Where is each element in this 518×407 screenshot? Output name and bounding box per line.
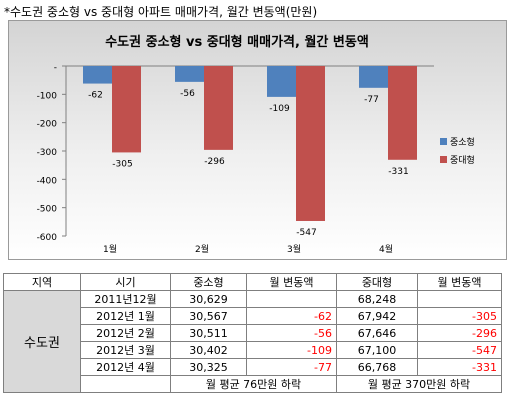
- legend-swatch: [440, 156, 447, 163]
- y-tick-label: -500: [37, 205, 58, 215]
- period-cell: 2012년 2월: [80, 324, 171, 342]
- small-price-cell: 30,325: [170, 358, 247, 376]
- legend-label: 중대형: [450, 155, 475, 166]
- x-tick-label: 1월: [103, 243, 117, 255]
- table-header-row: 지역 시기 중소형 월 변동액 중대형 월 변동액: [3, 273, 502, 291]
- large-change-cell: -296: [417, 324, 502, 342]
- large-price-cell: 66,768: [336, 358, 418, 376]
- data-label-large: -296: [204, 157, 225, 167]
- period-cell: 2012년 1월: [80, 307, 171, 325]
- table-row: 2012년 4월 30,325 -77 66,768 -331: [4, 358, 502, 376]
- bar-chart: 수도권 중소형 vs 중대형 매매가격, 월간 변동액 - -100 -200 -300…: [9, 21, 506, 259]
- legend-swatch: [440, 138, 447, 145]
- data-label-small: -109: [269, 104, 290, 114]
- bar-small: [175, 66, 204, 82]
- x-tick-label: 3월: [287, 243, 301, 255]
- period-cell: 2012년 3월: [80, 341, 171, 359]
- table-row: 2012년 3월 30,402 -109 67,100 -547: [4, 341, 502, 359]
- large-change-cell: -331: [417, 358, 502, 376]
- large-change-cell: -547: [417, 341, 502, 359]
- summary-spacer: [80, 375, 171, 393]
- small-change-cell: [246, 290, 337, 308]
- bar-small: [267, 66, 296, 97]
- period-cell: 2012년 4월: [80, 358, 171, 376]
- small-change-cell: -62: [246, 307, 337, 325]
- table-row: 수도권 2011년12월 30,629 68,248: [3, 290, 502, 393]
- data-label-large: -305: [112, 159, 132, 169]
- chart-frame: 수도권 중소형 vs 중대형 매매가격, 월간 변동액 - -100 -200 -300…: [8, 20, 507, 260]
- y-tick-label: -200: [37, 120, 58, 130]
- data-label-small: -77: [364, 95, 379, 105]
- y-tick-label: -100: [37, 91, 58, 101]
- y-tick-label: -300: [37, 148, 58, 158]
- region-cell: 수도권: [3, 290, 81, 393]
- page-title: *수도권 중소형 vs 중대형 아파트 매매가격, 월간 변동액(만원): [4, 5, 318, 19]
- y-tick-label: -400: [37, 176, 58, 186]
- table-row: 2012년 1월 30,567 -62 67,942 -305: [4, 307, 502, 325]
- bar-large: [388, 66, 417, 160]
- chart-background: [9, 21, 506, 259]
- summary-small: 월 평균 76만원 하락: [170, 375, 337, 393]
- large-price-cell: 67,646: [336, 324, 418, 342]
- header-region: 지역: [3, 273, 81, 291]
- bar-large: [204, 66, 233, 150]
- header-period: 시기: [80, 273, 171, 291]
- small-change-cell: -56: [246, 324, 337, 342]
- large-change-cell: [417, 290, 502, 308]
- large-price-cell: 68,248: [336, 290, 418, 308]
- data-label-small: -56: [180, 89, 195, 99]
- small-price-cell: 30,511: [170, 324, 247, 342]
- large-price-cell: 67,942: [336, 307, 418, 325]
- price-table: 지역 시기 중소형 월 변동액 중대형 월 변동액 수도권 2011년12월 3…: [3, 273, 502, 393]
- small-price-cell: 30,567: [170, 307, 247, 325]
- bar-small: [83, 66, 112, 84]
- bar-large: [296, 66, 325, 221]
- small-price-cell: 30,402: [170, 341, 247, 359]
- bar-large: [112, 66, 141, 153]
- y-tick-label: -: [54, 63, 57, 73]
- bar-small: [359, 66, 388, 88]
- small-change-cell: -77: [246, 358, 337, 376]
- x-tick-label: 4월: [379, 243, 393, 255]
- legend-label: 중소형: [450, 137, 475, 148]
- header-small: 중소형: [170, 273, 247, 291]
- period-cell: 2011년12월: [80, 290, 171, 308]
- summary-row: 월 평균 76만원 하락 월 평균 370만원 하락: [4, 375, 502, 393]
- data-label-large: -331: [388, 167, 408, 177]
- data-label-small: -62: [88, 91, 103, 101]
- small-change-cell: -109: [246, 341, 337, 359]
- header-large-change: 월 변동액: [417, 273, 502, 291]
- data-label-large: -547: [296, 228, 316, 238]
- small-price-cell: 30,629: [170, 290, 247, 308]
- chart-title: 수도권 중소형 vs 중대형 매매가격, 월간 변동액: [105, 34, 369, 50]
- summary-large: 월 평균 370만원 하락: [336, 375, 502, 393]
- large-price-cell: 67,100: [336, 341, 418, 359]
- header-large: 중대형: [336, 273, 418, 291]
- header-small-change: 월 변동액: [246, 273, 337, 291]
- large-change-cell: -305: [417, 307, 502, 325]
- y-tick-label: -600: [37, 233, 58, 243]
- x-tick-label: 2월: [195, 243, 209, 255]
